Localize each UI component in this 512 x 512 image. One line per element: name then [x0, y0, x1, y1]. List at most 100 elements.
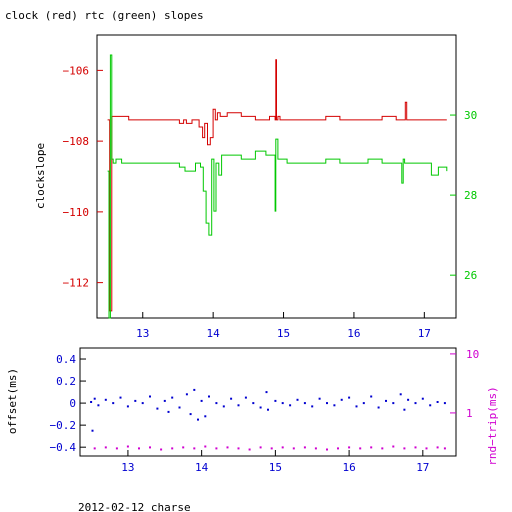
point-offset	[222, 405, 225, 408]
upper-y-right-tick-label: 30	[464, 109, 477, 122]
point-rtt	[215, 447, 218, 450]
upper-y-left-tick-label: −106	[63, 64, 90, 77]
point-offset	[91, 429, 94, 432]
lower-y-left-tick-label: 0.4	[56, 353, 76, 366]
upper-x-tick-label: 16	[347, 327, 360, 340]
lower-x-tick-label: 17	[416, 461, 429, 474]
point-rtt	[115, 447, 118, 450]
lower-y-left-tick-label: −0.2	[50, 419, 77, 432]
point-rtt	[425, 447, 428, 450]
upper-series-group	[107, 54, 448, 319]
lower-x-tick-label: 13	[121, 461, 134, 474]
point-rtt	[443, 447, 446, 450]
upper-y-left-tick-label: −108	[63, 135, 90, 148]
point-rtt	[149, 446, 151, 449]
point-rtt	[348, 446, 351, 449]
upper-y-axis-label: clockslope	[34, 143, 47, 209]
point-rtt	[270, 447, 273, 450]
point-offset	[403, 408, 406, 411]
upper-x-tick-label: 17	[418, 327, 431, 340]
point-offset	[171, 396, 174, 399]
point-offset	[189, 413, 192, 416]
point-rtt	[171, 447, 174, 450]
point-offset	[274, 399, 277, 402]
point-rtt	[281, 446, 284, 449]
point-offset	[443, 402, 446, 405]
lower-y-right-tick-label: 1	[466, 407, 473, 420]
point-offset	[414, 402, 417, 405]
point-offset	[193, 388, 196, 391]
point-offset	[244, 396, 247, 399]
point-offset	[93, 397, 96, 400]
lower-y-axis-left: −0.4 −0.2 0 0.2 0.4	[50, 353, 86, 454]
point-offset	[104, 398, 107, 401]
point-offset	[215, 402, 218, 405]
point-rtt	[403, 447, 406, 450]
point-rtt	[359, 447, 362, 450]
point-offset	[156, 407, 159, 410]
point-rtt	[226, 446, 229, 449]
point-offset	[119, 396, 122, 399]
lower-panel: 13 14 15 16 17 −0.4 −0.2 0 0.2 0.4 1 10 offset(ms…	[6, 347, 499, 474]
upper-x-tick-label: 15	[277, 327, 290, 340]
upper-y-right-tick-label: 28	[464, 189, 477, 202]
point-rtt	[104, 446, 107, 449]
lower-x-tick-label: 16	[342, 461, 355, 474]
point-rtt	[248, 448, 251, 451]
point-offset	[259, 406, 262, 409]
lower-y-left-tick-label: 0	[69, 397, 76, 410]
point-offset	[197, 418, 199, 421]
point-offset	[126, 405, 129, 408]
point-offset	[318, 397, 321, 400]
point-rtt	[138, 447, 140, 450]
upper-x-tick-label: 13	[136, 327, 149, 340]
point-offset	[267, 408, 269, 411]
point-offset	[134, 399, 137, 402]
point-offset	[163, 399, 166, 402]
point-rtt	[414, 446, 417, 449]
point-offset	[377, 406, 380, 409]
point-rtt	[126, 445, 129, 448]
point-offset	[185, 393, 188, 396]
point-offset	[200, 399, 203, 402]
point-offset	[303, 402, 306, 405]
point-rtt	[259, 446, 262, 449]
point-offset	[362, 402, 365, 405]
point-offset	[237, 404, 240, 407]
point-offset	[112, 402, 115, 405]
point-rtt	[292, 447, 295, 450]
point-offset	[204, 415, 207, 418]
point-offset	[355, 405, 358, 408]
point-offset	[340, 398, 343, 401]
lower-y-left-tick-label: 0.2	[56, 375, 76, 388]
point-offset	[252, 402, 255, 405]
point-offset	[208, 395, 210, 398]
point-rtt	[182, 446, 185, 449]
lower-x-tick-label: 15	[269, 461, 282, 474]
point-offset	[311, 405, 314, 408]
point-offset	[436, 401, 439, 403]
point-rtt	[160, 448, 163, 451]
point-offset	[97, 404, 100, 407]
point-offset	[141, 402, 144, 405]
point-offset	[281, 402, 284, 405]
point-offset	[421, 397, 424, 400]
point-offset	[230, 397, 233, 400]
point-offset	[333, 404, 336, 407]
upper-panel: 13 14 15 16 17 −112 −110 −108 −106 26 28 30 clock…	[34, 34, 477, 340]
point-offset	[348, 396, 351, 399]
lower-series-group	[90, 388, 446, 451]
point-rtt	[193, 447, 196, 450]
point-offset	[167, 410, 170, 413]
point-offset	[407, 398, 410, 401]
point-rtt	[204, 445, 207, 448]
point-rtt	[237, 447, 240, 450]
point-rtt	[436, 446, 439, 449]
point-rtt	[303, 446, 306, 449]
footer-caption: 2012-02-12 charse	[78, 501, 191, 512]
lower-plot-frame	[79, 347, 457, 457]
point-rtt	[370, 446, 373, 449]
point-rtt	[381, 447, 384, 450]
